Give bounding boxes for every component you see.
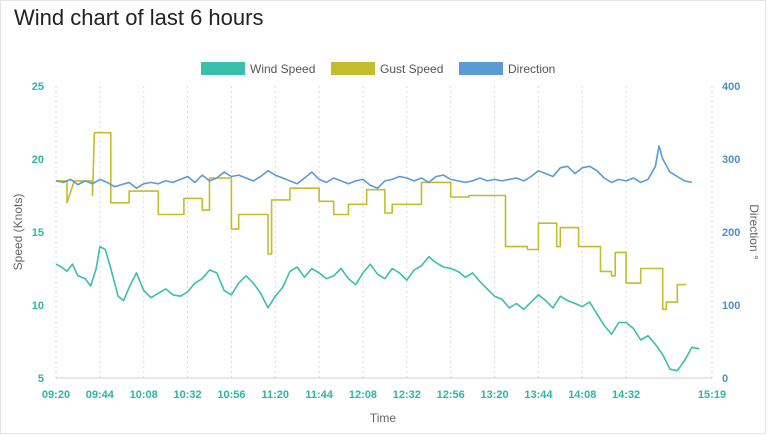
y-tick-label: 20 — [32, 154, 44, 166]
axis-layer: 09:20 09:44 10:08 10:32 10:56 11:20 11:44 12:08… — [32, 81, 741, 401]
legend-item-gust-speed[interactable]: Gust Speed — [331, 62, 443, 76]
y-tick-label: 10 — [32, 300, 44, 312]
x-tick-label: 15:19 — [698, 389, 726, 401]
x-tick-label: 13:20 — [480, 389, 508, 401]
legend-label-gust-speed: Gust Speed — [380, 62, 443, 76]
x-tick-label: 09:44 — [86, 389, 115, 401]
y2-tick-label: 400 — [722, 81, 740, 93]
y-tick-label: 15 — [32, 227, 44, 239]
legend[interactable]: Wind Speed Gust Speed Direction — [201, 62, 555, 76]
legend-item-wind-speed[interactable]: Wind Speed — [201, 62, 315, 76]
x-tick-label: 11:44 — [305, 389, 333, 401]
x-tick-label: 11:20 — [262, 389, 290, 401]
legend-label-wind-speed: Wind Speed — [250, 62, 315, 76]
series-line-direction — [55, 145, 693, 189]
y2-tick-label: 0 — [722, 373, 728, 385]
legend-swatch-direction — [459, 62, 503, 75]
series-line-gust-speed — [56, 131, 687, 311]
x-tick-label: 13:44 — [524, 389, 553, 401]
page-title: Wind chart of last 6 hours — [14, 5, 264, 30]
x-tick-label: 14:32 — [612, 389, 640, 401]
grid-layer — [55, 86, 713, 379]
x-tick-label: 10:56 — [217, 389, 245, 401]
x-tick-label: 10:32 — [173, 389, 201, 401]
x-tick-label: 10:08 — [130, 389, 158, 401]
series-line-wind-speed — [55, 245, 700, 372]
y2-tick-label: 200 — [722, 227, 740, 239]
y-tick-label: 25 — [32, 81, 44, 93]
y2-axis-title: Direction ° — [747, 204, 761, 260]
legend-item-direction[interactable]: Direction — [459, 62, 555, 76]
legend-label-direction: Direction — [508, 62, 555, 76]
x-tick-label: 14:08 — [568, 389, 596, 401]
legend-swatch-gust-speed — [331, 62, 375, 75]
x-tick-label: 12:32 — [393, 389, 421, 401]
legend-swatch-wind-speed — [201, 62, 245, 75]
x-axis-title: Time — [370, 411, 397, 425]
x-tick-label: 09:20 — [42, 389, 70, 401]
x-tick-label: 12:08 — [349, 389, 377, 401]
series-layer — [55, 131, 700, 372]
y2-tick-label: 100 — [722, 300, 740, 312]
y-axis-title: Speed (Knots) — [11, 194, 25, 271]
y2-tick-label: 300 — [722, 154, 740, 166]
y-tick-label: 5 — [38, 373, 44, 385]
x-tick-label: 12:56 — [437, 389, 465, 401]
